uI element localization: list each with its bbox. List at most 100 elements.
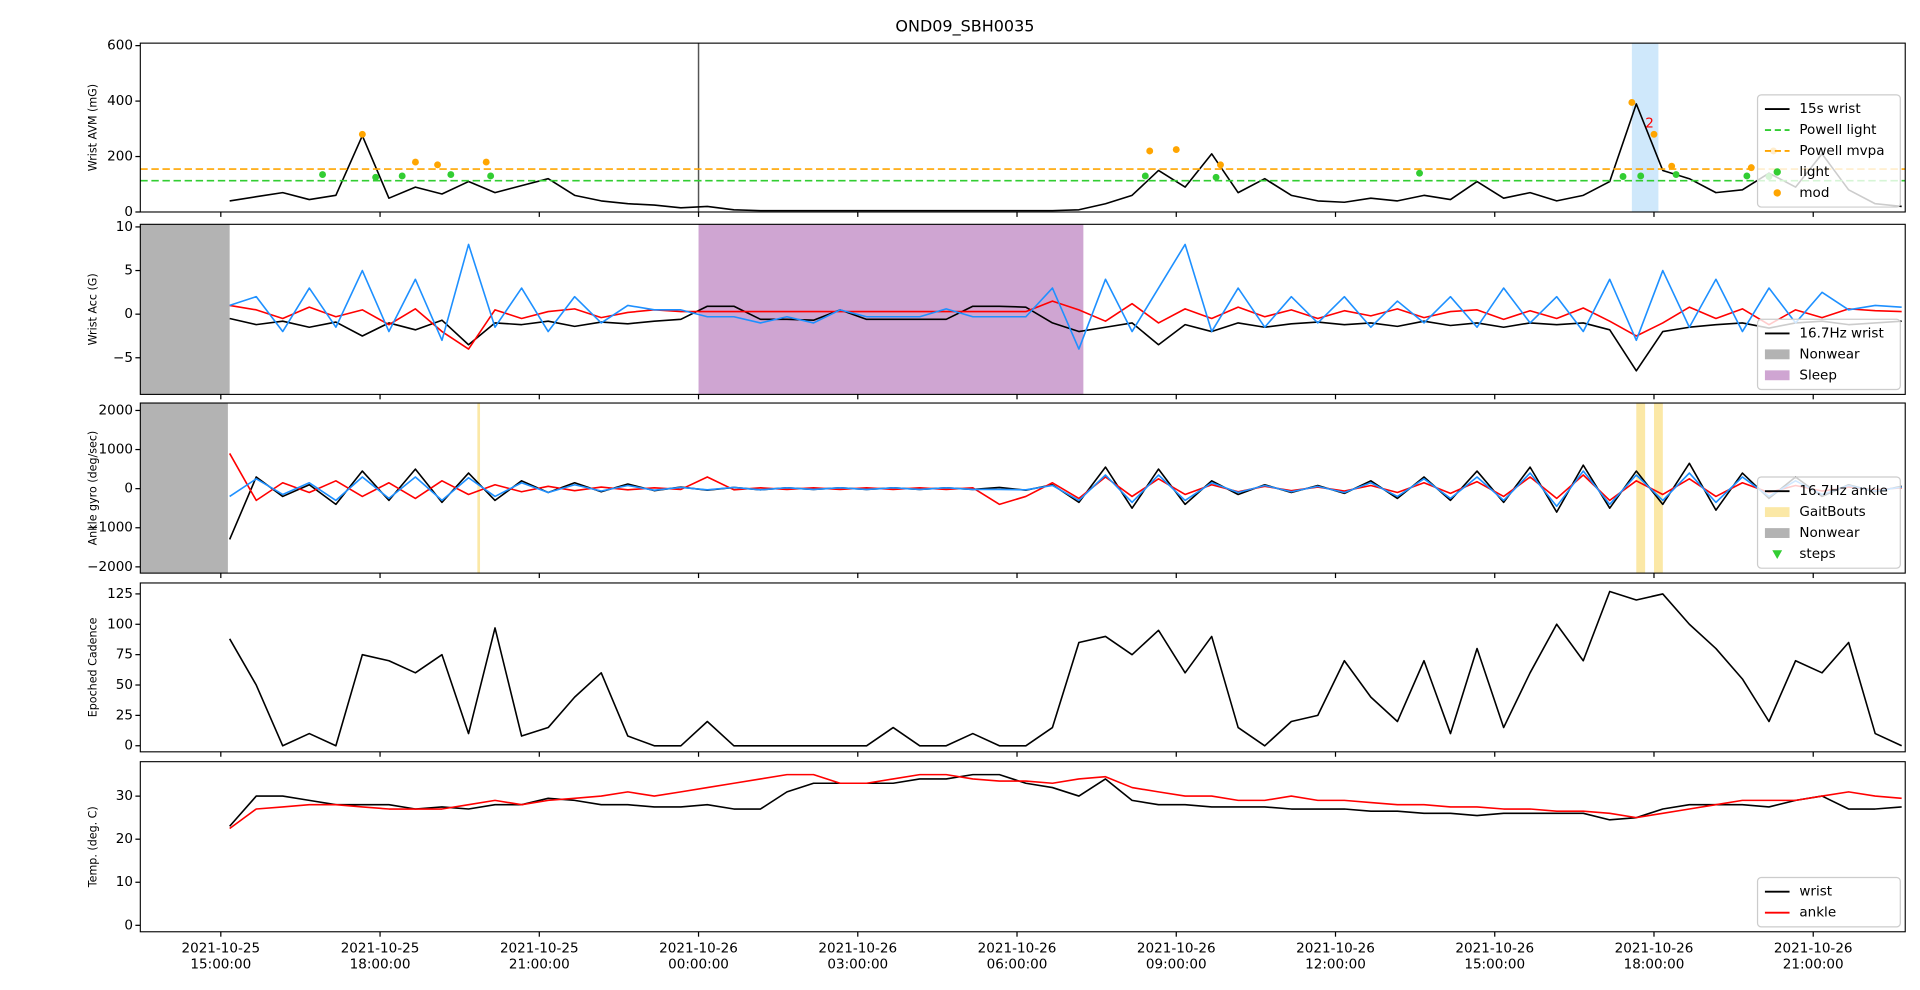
y-axis-label: Wrist AVM (mG) (87, 84, 100, 171)
scatter-point (1146, 147, 1154, 155)
scatter-point (1650, 130, 1658, 138)
span (140, 403, 228, 574)
y-tick-label: 1000 (99, 442, 133, 458)
y-tick-label: 0 (124, 306, 133, 322)
legend-label: 16.7Hz ankle (1799, 483, 1887, 499)
scatter-point (1619, 173, 1627, 180)
legend-handle (1764, 507, 1790, 518)
y-tick-label: 50 (116, 677, 133, 693)
scatter-point (1172, 146, 1180, 154)
x-tick-label-box: 2021-10-26 21:00:00 (1773, 940, 1853, 973)
scatter-point (1141, 172, 1149, 180)
x-tick-label: 2021-10-26 15:00:00 (1455, 940, 1535, 973)
legend-label: GaitBouts (1799, 504, 1865, 520)
y-tick-label: −1000 (87, 520, 133, 536)
axes-frame (139, 42, 1906, 213)
scatter-point (1747, 164, 1755, 172)
legend-handle (1764, 349, 1790, 360)
x-tick-label: 2021-10-26 00:00:00 (659, 940, 738, 973)
x-tick-label-box: 2021-10-26 00:00:00 (659, 940, 738, 973)
x-tick-label: 2021-10-25 21:00:00 (499, 940, 579, 973)
series-line (229, 300, 1902, 350)
plot-area (140, 224, 1902, 395)
y-tick-label: 0 (124, 917, 133, 933)
scatter-point (358, 130, 366, 138)
x-tick-label: 2021-10-26 09:00:00 (1136, 940, 1216, 973)
y-axis-label: Epoched Cadence (87, 617, 100, 717)
legend-label: 16.7Hz wrist (1799, 325, 1883, 341)
scatter-point (447, 171, 455, 179)
y-tick-label: 10 (116, 219, 133, 235)
series-line (229, 103, 1902, 212)
legend-label: Nonwear (1799, 346, 1860, 362)
series-line (229, 243, 1902, 350)
y-tick-label: 125 (107, 586, 133, 602)
legend-handle (1772, 550, 1783, 559)
legend-label: Powell mvpa (1799, 143, 1884, 159)
legend-box (1756, 94, 1901, 208)
x-tick-label: 2021-10-26 18:00:00 (1614, 940, 1694, 973)
axes-frame (139, 582, 1906, 753)
legend-label: Sleep (1799, 367, 1837, 383)
span (477, 403, 481, 574)
series-line (229, 773, 1902, 830)
x-tick-label-box: 2021-10-26 12:00:00 (1296, 940, 1375, 973)
scatter-point (1672, 171, 1680, 179)
span (1636, 403, 1646, 574)
span (140, 224, 230, 395)
scatter-point (398, 172, 406, 180)
y-axis-label: Wrist Acc (G) (87, 273, 100, 345)
x-tick-label-box: 2021-10-26 06:00:00 (977, 940, 1057, 973)
series-line (228, 590, 1902, 747)
series-line (229, 305, 1902, 372)
legend-handle (1764, 370, 1790, 381)
y-tick-label: 0 (124, 481, 133, 497)
series-line (228, 462, 1902, 540)
legend-label: Nonwear (1799, 525, 1860, 541)
legend-box (1756, 876, 1901, 928)
x-tick-label: 2021-10-26 03:00:00 (818, 940, 898, 973)
scatter-point (1743, 172, 1751, 180)
scatter-point (1628, 99, 1636, 106)
legend-handle (1764, 528, 1790, 538)
x-tick-label: 2021-10-25 18:00:00 (340, 940, 420, 973)
y-tick-label: 25 (116, 707, 133, 723)
y-tick-label: 400 (107, 93, 133, 109)
scatter-point (1217, 161, 1224, 169)
x-tick-label-box: 2021-10-26 15:00:00 (1455, 940, 1535, 973)
x-tick-label: 2021-10-25 15:00:00 (181, 940, 261, 973)
x-tick-label: 2021-10-26 06:00:00 (977, 940, 1057, 973)
annotation: 2 (1645, 115, 1654, 131)
legend-box (1756, 318, 1901, 391)
scatter-point (372, 173, 380, 181)
y-tick-label: 2000 (99, 402, 133, 418)
scatter-point (1212, 173, 1220, 181)
scatter-point (482, 158, 490, 166)
span (1653, 403, 1663, 574)
legend-label: ankle (1799, 905, 1836, 921)
x-tick-label-box: 2021-10-25 18:00:00 (340, 940, 420, 973)
legend-label: Powell light (1799, 122, 1876, 138)
y-axis-label: Temp. (deg. C) (87, 806, 100, 888)
plot-area (140, 43, 1906, 212)
plot-area (228, 590, 1902, 747)
legend-box (1756, 476, 1901, 569)
y-tick-label: −2000 (87, 559, 133, 575)
x-tick-label: 2021-10-26 21:00:00 (1773, 940, 1853, 973)
legend-label: wrist (1799, 884, 1832, 900)
y-tick-label: 0 (124, 204, 133, 220)
figure-title: OND09_SBH0035 (895, 17, 1034, 37)
scatter-point (1668, 162, 1676, 170)
scatter-point (487, 172, 495, 180)
y-axis-label: Ankle gyro (deg/sec) (87, 431, 100, 546)
y-tick-label: 600 (107, 38, 133, 54)
span (698, 224, 1084, 395)
y-tick-label: 30 (116, 788, 133, 804)
y-tick-label: 0 (124, 738, 133, 754)
y-tick-label: 200 (107, 149, 133, 165)
x-tick-label: 2021-10-26 12:00:00 (1296, 940, 1375, 973)
plot-area (140, 403, 1902, 574)
scatter-point (434, 161, 442, 169)
